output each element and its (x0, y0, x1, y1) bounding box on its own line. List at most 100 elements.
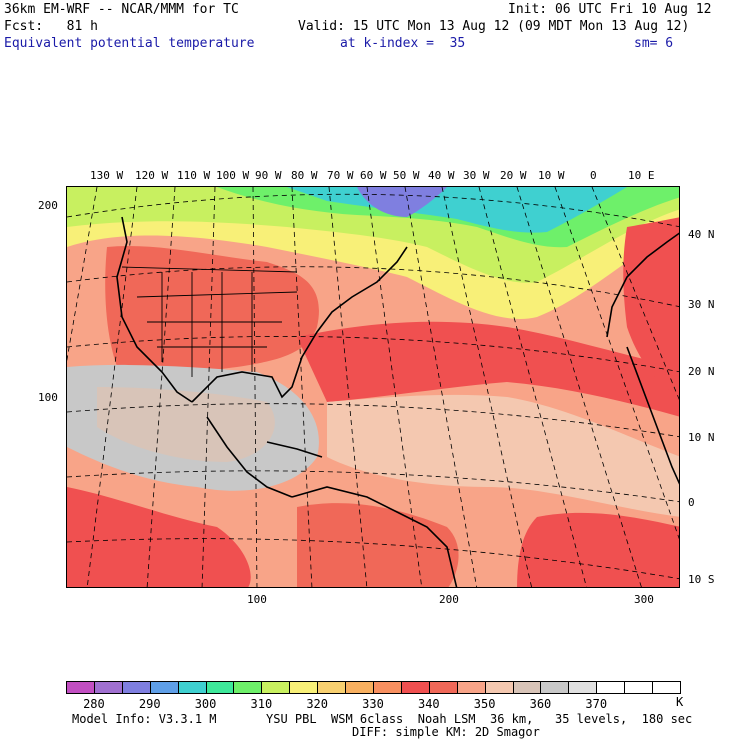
lon-label: 0 (590, 169, 597, 182)
lat-label: 10 N (688, 431, 715, 444)
colorbar-cell (624, 681, 654, 694)
lon-label: 60 W (360, 169, 387, 182)
lon-line (86, 187, 138, 587)
political-borders (121, 266, 298, 377)
model-title: 36km EM-WRF -- NCAR/MMM for TC (4, 2, 239, 17)
colorbar-cell (373, 681, 402, 694)
forecast-hour: Fcst: 81 h (4, 19, 98, 34)
colorbar-label: 310 (250, 697, 273, 711)
colorbar-cell (93, 681, 123, 694)
colorbar-cell (345, 681, 374, 694)
colorbar-label: 350 (473, 697, 496, 711)
lat-10s (67, 538, 679, 580)
lon-line (201, 187, 216, 587)
colorbar-cell (317, 681, 347, 694)
lon-line (554, 187, 679, 540)
lat-20n (67, 336, 679, 373)
grid-y-label: 100 (38, 391, 58, 404)
colorbar-cell (121, 681, 151, 694)
colorbar-label: 280 (83, 697, 105, 711)
coast-central-america (206, 416, 293, 498)
colorbar-cell (456, 681, 486, 694)
lon-label: 130 W (90, 169, 124, 182)
field-sa-red (517, 512, 679, 587)
lon-line (252, 187, 258, 587)
lat-40n (67, 193, 679, 228)
smoothing: sm= 6 (634, 36, 674, 51)
lat-label: 0 (688, 496, 695, 509)
colorbar-cell (400, 681, 430, 694)
graticule (67, 187, 679, 587)
colorbar-label: 320 (306, 697, 329, 711)
coast-europe (606, 232, 679, 338)
border-us-canada (121, 266, 298, 273)
colorbar-cell (428, 681, 458, 694)
field-europe-africa (623, 217, 679, 396)
colorbar-cell (261, 681, 291, 694)
field-pacific-red (67, 487, 251, 587)
lat-label: 20 N (688, 365, 715, 378)
lon-label: 80 W (291, 169, 318, 182)
lon-line (291, 187, 313, 587)
colorbar-cell (568, 681, 598, 694)
colorbar-cell (205, 681, 235, 694)
lon-label: 30 W (463, 169, 490, 182)
lat-10n (67, 403, 679, 438)
lon-label: 10 E (628, 169, 655, 182)
colorbar-label: 340 (417, 697, 440, 711)
lon-label: 20 W (500, 169, 527, 182)
lon-line (441, 187, 532, 587)
colorbar-cell (596, 681, 626, 694)
lon-label: 120 W (135, 169, 169, 182)
lon-line (478, 187, 587, 587)
grid-y-label: 200 (38, 199, 58, 212)
lon-line (146, 187, 176, 587)
init-time: Init: 06 UTC Fri 10 Aug 12 (508, 2, 712, 17)
field-band-blue (357, 187, 447, 217)
colorbar-cell (233, 681, 263, 694)
state-lines-h (136, 291, 298, 348)
lon-line (591, 187, 679, 401)
coast-south-america (291, 486, 458, 587)
lat-label: 30 N (688, 298, 715, 311)
lat-30n (67, 266, 679, 307)
grid-x-label: 100 (247, 593, 267, 606)
coastlines (116, 216, 679, 587)
lon-label: 110 W (177, 169, 211, 182)
colorbar-unit: K (676, 695, 684, 709)
theta-e-field (67, 187, 679, 587)
field-continental-warm (105, 245, 319, 387)
coast-na-east (191, 246, 408, 403)
field-south-america (297, 503, 459, 587)
colorbar-cell (512, 681, 542, 694)
lon-label: 50 W (393, 169, 420, 182)
lon-line (328, 187, 368, 587)
grid-x-label: 200 (439, 593, 459, 606)
lon-line (366, 187, 423, 587)
physics-info: YSU PBL WSM 6class Noah LSM 36 km, 35 le… (266, 712, 693, 726)
field-name: Equivalent potential temperature (4, 36, 255, 51)
coast-na-west (116, 216, 193, 403)
colorbar-cell (652, 681, 681, 694)
valid-time: Valid: 15 UTC Mon 13 Aug 12 (09 MDT Mon … (298, 19, 690, 34)
field-gulf-tan (97, 387, 275, 462)
lat-label: 40 N (688, 228, 715, 241)
model-info: Model Info: V3.3.1 M (72, 712, 217, 726)
weather-map (66, 186, 680, 588)
lon-label: 10 W (538, 169, 565, 182)
field-atlantic-tan (327, 394, 679, 517)
level-index: at k-index = 35 (340, 36, 466, 51)
coast-caribbean (266, 441, 323, 458)
colorbar-label: 290 (138, 697, 161, 711)
colorbar-cell (484, 681, 514, 694)
lon-label: 90 W (255, 169, 282, 182)
lon-label: 100 W (216, 169, 250, 182)
coast-africa (626, 346, 679, 485)
colorbar-cell (66, 681, 95, 694)
colorbar-cell (289, 681, 319, 694)
lon-label: 40 W (428, 169, 455, 182)
colorbar-cell (540, 681, 570, 694)
lon-label: 70 W (327, 169, 354, 182)
colorbar-label: 300 (194, 697, 217, 711)
field-atlantic-red (297, 321, 679, 417)
